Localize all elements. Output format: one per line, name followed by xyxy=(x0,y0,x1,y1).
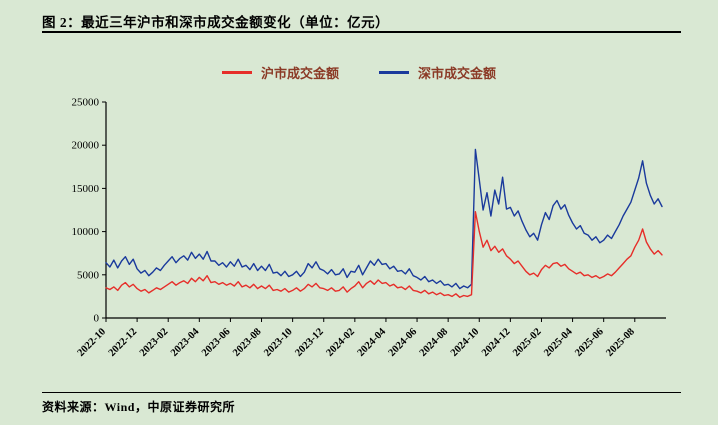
y-tick-label: 0 xyxy=(94,313,100,325)
source-note: 资料来源：Wind，中原证券研究所 xyxy=(42,400,235,414)
line-chart: 05000100001500020000250002022-102022-122… xyxy=(72,97,666,359)
chart-area: 0 5000 10000 15000 20000 25000 2022-10 2022-12 2… xyxy=(40,86,680,391)
x-tick-label: 2024-06 xyxy=(387,326,420,359)
legend-item-shenzhen: 深市成交金额 xyxy=(379,63,496,82)
footer-divider xyxy=(42,392,681,393)
x-tick-label: 2025-04 xyxy=(542,326,575,359)
y-tick-label: 25000 xyxy=(72,97,100,109)
x-tick-label: 2024-10 xyxy=(449,326,482,359)
x-tick-label: 2024-02 xyxy=(324,326,357,359)
y-tick-label: 20000 xyxy=(72,140,100,152)
x-tick-label: 2022-10 xyxy=(76,326,109,359)
title-divider xyxy=(42,31,681,33)
x-tick-label: 2025-08 xyxy=(604,326,637,359)
x-tick-label: 2024-12 xyxy=(480,326,513,359)
x-tick-label: 2023-04 xyxy=(169,326,202,359)
x-tick-label: 2025-02 xyxy=(511,326,544,359)
x-tick-label: 2023-12 xyxy=(293,326,326,359)
x-tick-label: 2022-12 xyxy=(107,326,140,359)
x-tick-label: 2025-06 xyxy=(573,326,606,359)
x-tick-label: 2023-08 xyxy=(231,326,264,359)
legend-label-shanghai: 沪市成交金额 xyxy=(260,66,339,81)
series-line-1 xyxy=(105,148,663,290)
x-tick-label: 2023-10 xyxy=(262,326,295,359)
legend-label-shenzhen: 深市成交金额 xyxy=(418,66,497,81)
series-line-0 xyxy=(105,210,663,299)
legend-swatch-shenzhen xyxy=(379,71,409,74)
chart-legend: 沪市成交金额 深市成交金额 xyxy=(0,63,718,82)
legend-item-shanghai: 沪市成交金额 xyxy=(221,63,339,82)
figure-title: 图 2：最近三年沪市和深市成交金额变化（单位：亿元） xyxy=(42,15,390,30)
x-tick-label: 2024-08 xyxy=(418,326,451,359)
x-tick-label: 2024-04 xyxy=(356,326,389,359)
y-tick-label: 10000 xyxy=(72,226,100,238)
x-tick-label: 2023-02 xyxy=(138,326,171,359)
legend-swatch-shanghai xyxy=(221,71,252,74)
axes xyxy=(105,102,666,319)
x-tick-label: 2023-06 xyxy=(200,326,233,359)
y-tick-label: 5000 xyxy=(77,269,100,281)
y-tick-label: 15000 xyxy=(72,183,100,195)
